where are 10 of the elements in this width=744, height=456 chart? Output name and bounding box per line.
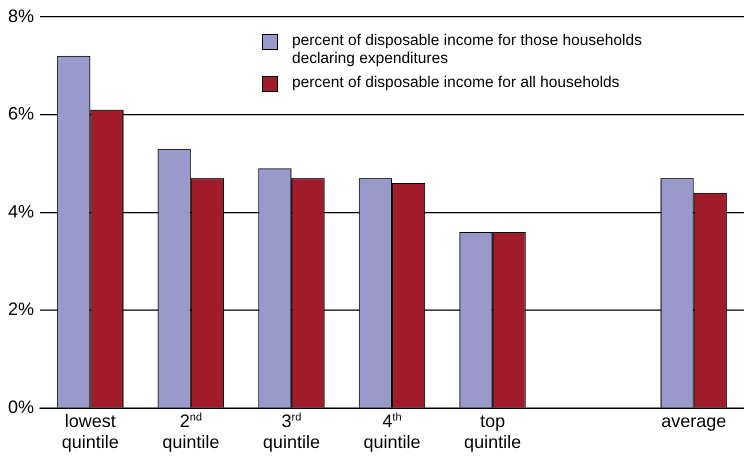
x-tick-label: top quintile: [464, 410, 522, 452]
y-tick-label: 8%: [8, 6, 34, 26]
x-tick-label: average: [661, 410, 726, 431]
y-tick-label: 4%: [8, 201, 34, 222]
legend-label: percent of disposable income for all households: [292, 74, 620, 92]
y-tick-label: 6%: [8, 104, 34, 124]
y-tick-label: 0%: [8, 396, 34, 417]
legend-label: percent of disposable income for those households declaring expenditures: [292, 32, 642, 68]
y-tick-label: 2%: [8, 299, 34, 320]
x-tick-label: lowest quintile: [62, 410, 119, 452]
